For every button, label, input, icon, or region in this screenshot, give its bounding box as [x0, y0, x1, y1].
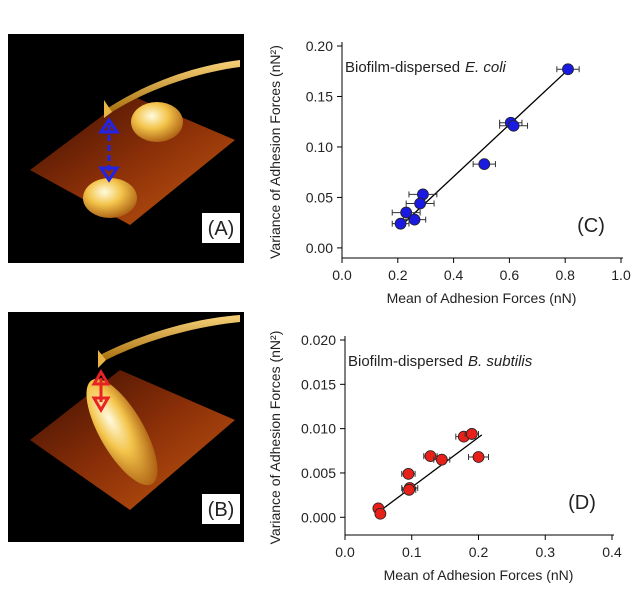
annotation-species: B. subtilis [468, 353, 533, 370]
point [403, 483, 415, 496]
point [414, 197, 427, 210]
x-tick-label: 0.2 [469, 544, 489, 560]
x-tick-label: 0.2 [388, 267, 408, 283]
panel-label: (A) [208, 218, 235, 240]
y-tick-label: 0.00 [306, 240, 333, 256]
point [400, 206, 413, 219]
annotation-species: E. coli [465, 59, 507, 76]
point [408, 213, 421, 226]
y-tick-label: 0.05 [306, 189, 333, 205]
x-tick-label: 0.6 [500, 267, 520, 283]
y-tick-label: 0.020 [301, 332, 336, 348]
annotation: Biofilm-dispersed B. subtilis [348, 353, 533, 370]
y-tick-label: 0.010 [301, 421, 336, 437]
point [472, 451, 485, 463]
y-tick-label: 0.10 [306, 139, 333, 155]
panel-label-box [571, 208, 611, 240]
afm-image-a: (A) [8, 34, 244, 263]
annotation-text: Biofilm-dispersed [345, 59, 460, 76]
y-tick-label: 0.015 [301, 376, 336, 392]
x-tick-label: 0.1 [402, 544, 422, 560]
x-tick-label: 0.3 [536, 544, 556, 560]
y-axis-title: Variance of Adhesion Forces (nN²) [267, 331, 283, 545]
point [465, 428, 478, 440]
x-tick-label: 0.0 [335, 544, 355, 560]
point [424, 450, 437, 463]
chart: 0.0 0.2 0.4 0.6 0.8 1.0 0.00 0.05 0.10 0.15 0.20 Me… [267, 38, 631, 306]
x-tick-label: 1.0 [611, 267, 631, 283]
y-axis-title: Variance of Adhesion Forces (nN²) [267, 45, 283, 259]
point [402, 467, 415, 480]
point [374, 507, 387, 520]
panel-label-box [562, 485, 602, 517]
annotation-text: Biofilm-dispersed [348, 353, 463, 370]
x-tick-label: 0.0 [332, 267, 352, 283]
point [507, 119, 520, 132]
trendline [397, 66, 572, 230]
y-tick-label: 0.000 [301, 509, 336, 525]
annotation: Biofilm-dispersed E. coli [345, 59, 507, 76]
x-axis-title: Mean of Adhesion Forces (nN) [384, 567, 574, 583]
x-tick-label: 0.4 [444, 267, 464, 283]
x-tick-label: 0.4 [602, 544, 622, 560]
y-tick-label: 0.20 [306, 38, 333, 54]
chart: 0.0 0.1 0.2 0.3 0.4 0.000 0.005 0.010 0.015 0.020… [267, 331, 622, 583]
point [435, 453, 448, 466]
x-axis-title: Mean of Adhesion Forces (nN) [387, 290, 577, 306]
trendline [374, 434, 483, 516]
panel-label: (C) [577, 215, 605, 237]
afm-image-b: (B) [8, 312, 244, 542]
panel-label: (B) [208, 499, 235, 521]
point [394, 217, 407, 230]
panel-label: (D) [568, 492, 596, 514]
y-tick-label: 0.15 [306, 88, 333, 104]
y-tick-label: 0.005 [301, 465, 336, 481]
point [562, 63, 574, 76]
point [478, 158, 491, 171]
x-tick-label: 0.8 [555, 267, 575, 283]
